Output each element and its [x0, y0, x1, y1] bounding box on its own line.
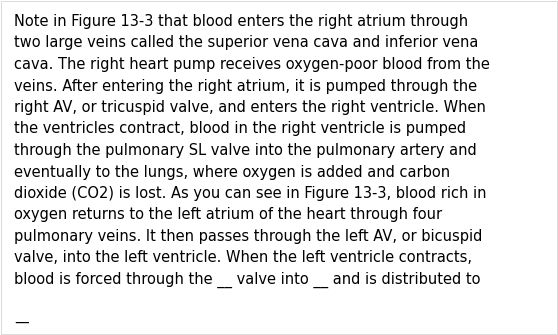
Text: blood is forced through the __ valve into __ and is distributed to: blood is forced through the __ valve int… — [14, 272, 480, 288]
Text: eventually to the lungs, where oxygen is added and carbon: eventually to the lungs, where oxygen is… — [14, 164, 450, 180]
Text: cava. The right heart pump receives oxygen-poor blood from the: cava. The right heart pump receives oxyg… — [14, 57, 490, 72]
Text: right AV, or tricuspid valve, and enters the right ventricle. When: right AV, or tricuspid valve, and enters… — [14, 100, 486, 115]
Text: pulmonary veins. It then passes through the left AV, or bicuspid: pulmonary veins. It then passes through … — [14, 229, 482, 244]
Text: —: — — [14, 315, 29, 330]
Text: two large veins called the superior vena cava and inferior vena: two large veins called the superior vena… — [14, 36, 478, 51]
Text: oxygen returns to the left atrium of the heart through four: oxygen returns to the left atrium of the… — [14, 207, 442, 222]
Text: through the pulmonary SL valve into the pulmonary artery and: through the pulmonary SL valve into the … — [14, 143, 477, 158]
Text: veins. After entering the right atrium, it is pumped through the: veins. After entering the right atrium, … — [14, 78, 477, 93]
Text: dioxide (CO2) is lost. As you can see in Figure 13-3, blood rich in: dioxide (CO2) is lost. As you can see in… — [14, 186, 487, 201]
Text: valve, into the left ventricle. When the left ventricle contracts,: valve, into the left ventricle. When the… — [14, 251, 472, 266]
Text: the ventricles contract, blood in the right ventricle is pumped: the ventricles contract, blood in the ri… — [14, 122, 466, 136]
Text: Note in Figure 13-3 that blood enters the right atrium through: Note in Figure 13-3 that blood enters th… — [14, 14, 468, 29]
